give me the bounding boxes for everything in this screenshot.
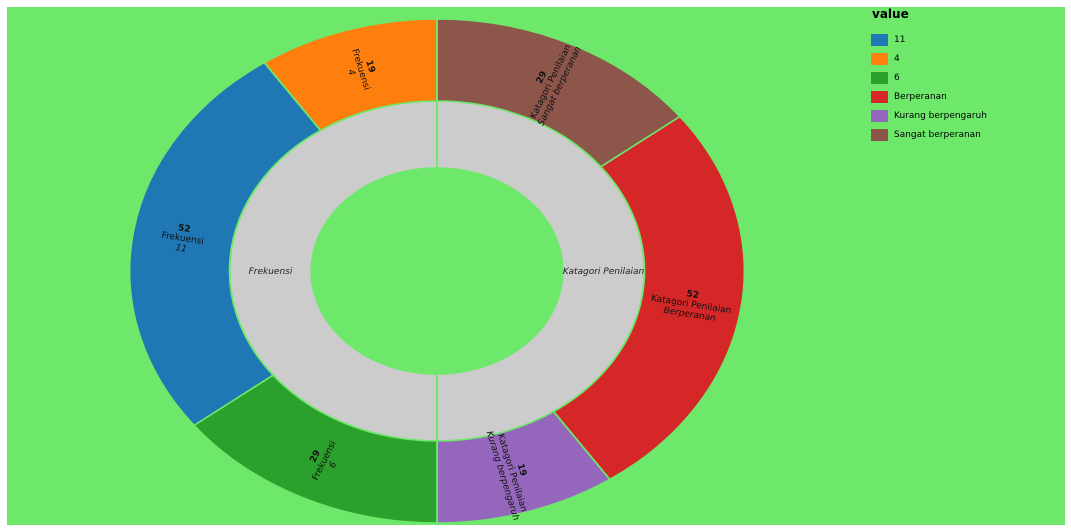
legend-item: 11 [871, 30, 1061, 49]
inner-ring-label: Katagori Penilaian [563, 267, 645, 277]
legend-items: 11 4 6 Berperanan Kurang berpengaruh Sangat b… [871, 30, 1061, 144]
legend: value 11 4 6 Berperanan Kurang berpengaruh Sa… [871, 7, 1061, 144]
legend-swatch [871, 71, 888, 84]
data-label-category: 4 [345, 68, 356, 77]
legend-item: 4 [871, 49, 1061, 68]
legend-item: Berperanan [871, 87, 1061, 106]
legend-item: 6 [871, 68, 1061, 87]
outer-ring-slice [192, 374, 438, 524]
legend-label: Sangat berperanan [894, 129, 981, 140]
data-label-value: 29 [308, 449, 322, 465]
legend-swatch [871, 128, 888, 141]
data-label-value: 19 [363, 59, 376, 74]
legend-label: 6 [894, 72, 900, 83]
legend-swatch [871, 52, 888, 65]
legend-title: value [872, 7, 909, 21]
outer-ring-slice [128, 61, 322, 427]
inner-ring-label: Frekuensi [249, 267, 293, 277]
data-label-category: 6 [328, 460, 340, 470]
legend-item: Sangat berperanan [871, 125, 1061, 144]
legend-swatch [871, 33, 888, 46]
chart-area: Frekuensi Katagori Penilaian 29 Katagori Pe… [7, 7, 1065, 525]
data-label-value: 52 [686, 289, 700, 301]
outer-ring-slice [262, 18, 438, 132]
data-label-value: 52 [177, 223, 191, 235]
data-label-value: 19 [515, 463, 528, 478]
legend-label: Berperanan [894, 91, 947, 102]
legend-swatch [871, 109, 888, 122]
data-label-category: 11 [175, 243, 188, 255]
legend-swatch [871, 90, 888, 103]
legend-label: 4 [894, 53, 900, 64]
legend-label: Kurang berpengaruh [894, 110, 987, 121]
legend-item: Kurang berpengaruh [871, 106, 1061, 125]
data-label-value: 29 [535, 70, 549, 86]
legend-label: 11 [894, 34, 906, 45]
outer-ring-slice [552, 115, 746, 481]
